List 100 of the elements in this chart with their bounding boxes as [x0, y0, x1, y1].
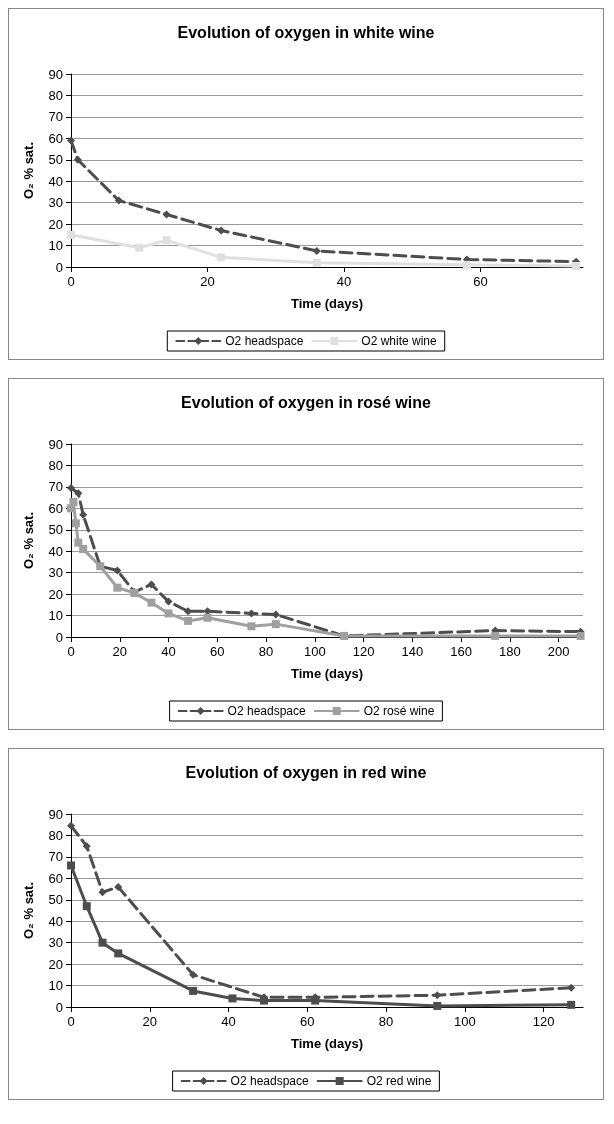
y-tick-label: 20 — [48, 216, 63, 232]
point — [572, 261, 581, 270]
legend-label: O2 headspace — [227, 704, 307, 718]
x-tick-label: 180 — [499, 644, 521, 659]
point — [203, 613, 212, 622]
point — [312, 246, 321, 255]
y-tick-label: 70 — [48, 479, 63, 495]
x-tick-label: 120 — [352, 644, 375, 659]
x-axis-title: Time (days) — [290, 666, 364, 681]
legend-label: O2 red wine — [366, 1074, 432, 1088]
point — [114, 196, 123, 205]
chart-title: Evolution of oxygen in white wine — [177, 23, 435, 41]
x-tick-label: 80 — [258, 644, 274, 659]
x-tick-label: 120 — [532, 1014, 555, 1029]
y-axis-title: O₂ % sat. — [21, 141, 36, 200]
y-tick-label: 30 — [48, 935, 63, 951]
point — [567, 983, 576, 992]
y-tick-label: 80 — [48, 827, 63, 843]
point — [67, 821, 75, 830]
point — [74, 489, 83, 498]
point — [217, 226, 226, 235]
y-tick-label: 50 — [48, 892, 63, 908]
point — [576, 631, 585, 640]
y-tick-label: 30 — [48, 195, 63, 211]
legend-label: O2 white wine — [361, 334, 438, 348]
point — [98, 888, 107, 897]
x-axis-title: Time (days) — [290, 1036, 364, 1051]
x-tick-label: 40 — [221, 1014, 236, 1029]
x-tick-label: 0 — [67, 1014, 75, 1029]
y-tick-label: 0 — [55, 999, 63, 1015]
point — [189, 970, 198, 979]
point — [74, 538, 83, 547]
point — [113, 583, 122, 592]
point — [71, 519, 80, 528]
point — [147, 580, 156, 589]
x-tick-label: 140 — [401, 644, 424, 659]
y-tick-label: 30 — [48, 565, 63, 581]
x-tick-label: 100 — [303, 644, 326, 659]
point — [147, 598, 156, 607]
x-tick-label: 60 — [210, 644, 225, 659]
point — [67, 483, 75, 492]
x-tick-label: 160 — [450, 644, 472, 659]
x-tick-label: 80 — [378, 1014, 394, 1029]
y-tick-label: 20 — [48, 956, 63, 972]
y-tick-label: 0 — [55, 259, 63, 275]
y-tick-label: 60 — [48, 130, 63, 146]
y-tick-label: 60 — [48, 500, 63, 516]
point — [189, 986, 198, 995]
y-tick-label: 10 — [48, 978, 63, 994]
point — [114, 882, 123, 891]
x-tick-label: 20 — [112, 644, 127, 659]
chart-title: Evolution of oxygen in red wine — [185, 763, 427, 781]
point — [135, 243, 144, 252]
x-tick-label: 0 — [67, 274, 75, 289]
point — [247, 622, 256, 631]
point — [164, 609, 173, 618]
point — [184, 616, 193, 625]
y-tick-label: 0 — [55, 629, 63, 645]
x-tick-label: 200 — [547, 644, 570, 659]
y-tick-label: 70 — [48, 109, 63, 125]
point — [113, 566, 122, 575]
point — [114, 949, 123, 958]
point — [164, 597, 173, 606]
point — [312, 258, 321, 267]
y-tick-label: 70 — [48, 849, 63, 865]
y-tick-label: 40 — [48, 913, 63, 929]
legend-label: O2 rosé wine — [363, 704, 435, 718]
point — [567, 1000, 576, 1009]
point — [162, 236, 171, 245]
x-tick-label: 0 — [67, 644, 75, 659]
point — [73, 155, 82, 164]
x-axis-title: Time (days) — [290, 296, 364, 311]
x-tick-label: 60 — [300, 1014, 315, 1029]
y-tick-label: 90 — [48, 806, 63, 822]
point — [491, 631, 500, 640]
point — [228, 994, 237, 1003]
point — [433, 1001, 442, 1010]
x-tick-label: 20 — [142, 1014, 157, 1029]
y-tick-label: 90 — [48, 436, 63, 452]
y-tick-label: 80 — [48, 457, 63, 473]
point — [462, 260, 471, 269]
point — [79, 510, 88, 519]
legend-label: O2 headspace — [230, 1074, 310, 1088]
y-tick-label: 10 — [48, 608, 63, 624]
point — [69, 497, 78, 506]
y-tick-label: 50 — [48, 152, 63, 168]
point — [217, 253, 226, 262]
point — [433, 991, 442, 1000]
point — [82, 902, 91, 911]
y-tick-label: 90 — [48, 66, 63, 82]
x-tick-label: 20 — [200, 274, 215, 289]
point — [271, 620, 280, 629]
y-tick-label: 80 — [48, 87, 63, 103]
point — [67, 861, 75, 870]
point — [82, 842, 91, 851]
chart-title: Evolution of oxygen in rosé wine — [181, 393, 431, 411]
y-axis-title: O₂ % sat. — [21, 511, 36, 570]
x-tick-label: 40 — [336, 274, 352, 289]
y-tick-label: 50 — [48, 522, 63, 538]
point — [67, 230, 75, 239]
